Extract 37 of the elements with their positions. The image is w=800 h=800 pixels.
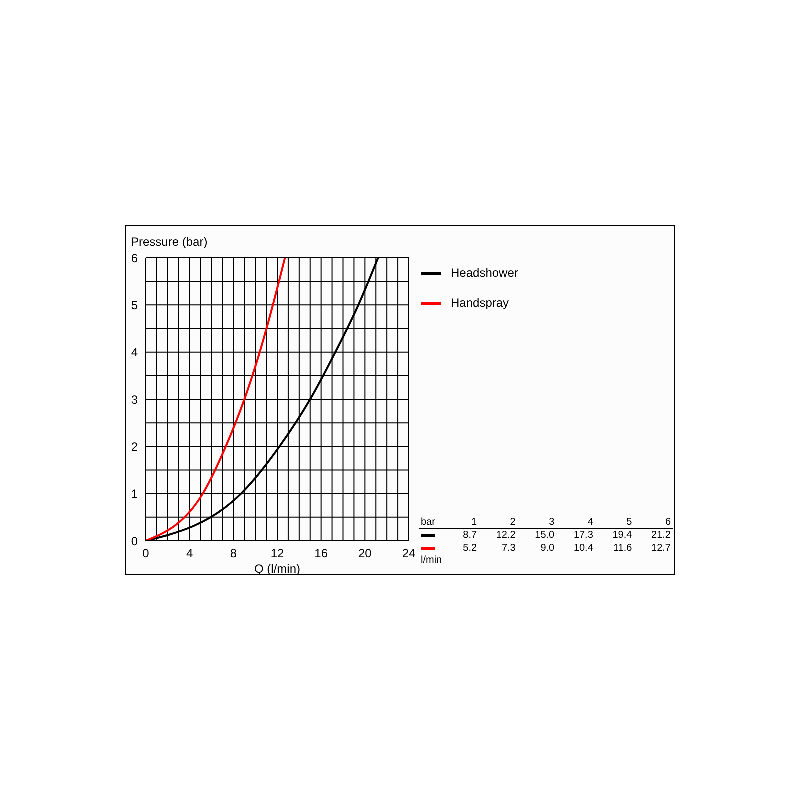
text: 17.3 bbox=[572, 529, 594, 542]
text: l/min bbox=[420, 555, 444, 566]
text: 3 bbox=[548, 517, 556, 528]
x-tick-label: 24 bbox=[402, 546, 416, 561]
y-tick-label: 3 bbox=[131, 392, 138, 407]
y-tick-label: 6 bbox=[131, 251, 138, 266]
y-tick-label: 4 bbox=[131, 346, 138, 360]
x-tick-label: 4 bbox=[186, 546, 194, 561]
x-tick-label: 0 bbox=[142, 546, 150, 561]
legend-label: Headshower bbox=[451, 266, 518, 280]
text: 2 bbox=[509, 517, 517, 528]
x-tick-label: 8 bbox=[230, 546, 238, 561]
y-tick-label: 0 bbox=[131, 534, 138, 548]
text: 7.3 bbox=[500, 542, 517, 555]
y-axis-title: Pressure (bar) bbox=[131, 235, 208, 249]
text: 9.0 bbox=[540, 542, 556, 555]
text: 1 bbox=[470, 517, 478, 528]
text: 6 bbox=[664, 517, 672, 528]
text: 5.2 bbox=[462, 542, 478, 555]
legend-label: Handspray bbox=[451, 296, 510, 310]
y-tick-label: 5 bbox=[131, 298, 138, 312]
text: 21.2 bbox=[650, 529, 672, 542]
text: 8.7 bbox=[462, 529, 478, 542]
x-tick-label: 20 bbox=[358, 546, 372, 561]
text: 5 bbox=[626, 517, 634, 528]
text: 19.4 bbox=[612, 529, 634, 542]
text: 12.7 bbox=[650, 542, 672, 555]
text: 10.4 bbox=[572, 542, 594, 555]
y-tick-label: 2 bbox=[131, 440, 138, 454]
text: 15.0 bbox=[534, 529, 556, 542]
text: 12.2 bbox=[495, 529, 517, 542]
text: 4 bbox=[586, 517, 594, 528]
text: bar bbox=[420, 517, 436, 528]
x-tick-label: 16 bbox=[314, 546, 328, 561]
y-tick-label: 1 bbox=[131, 487, 138, 502]
text: 11.6 bbox=[612, 542, 634, 555]
x-tick-label: 12 bbox=[270, 546, 284, 561]
